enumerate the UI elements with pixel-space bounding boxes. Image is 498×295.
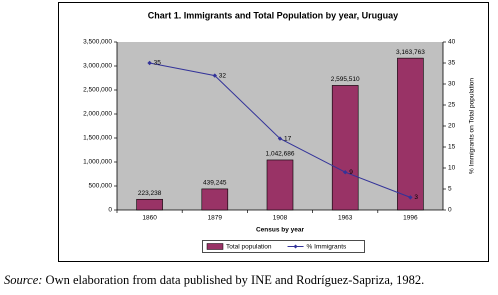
data-label: 9 xyxy=(349,169,353,176)
y-tick-label: 3,500,000 xyxy=(83,39,112,46)
y2-tick-label: 20 xyxy=(448,123,456,130)
y-tick-label: 500,000 xyxy=(89,183,113,190)
x-tick-label: 1879 xyxy=(208,215,223,222)
x-tick-label: 1963 xyxy=(338,215,353,222)
y2-tick-label: 40 xyxy=(448,39,456,46)
line-marker xyxy=(147,60,152,66)
x-tick-label: 1996 xyxy=(403,215,418,222)
line-marker xyxy=(408,195,413,200)
data-label: 3 xyxy=(414,194,418,201)
legend-label: % Immigrants xyxy=(307,244,347,251)
bar xyxy=(331,85,359,211)
x-tick-label: 1908 xyxy=(273,215,288,222)
legend-swatch xyxy=(293,244,298,249)
y-tick-label: 1,500,000 xyxy=(83,135,112,142)
bar xyxy=(397,57,424,211)
legend-label: Total population xyxy=(226,244,272,251)
data-label: 17 xyxy=(284,135,292,142)
y2-tick-label: 25 xyxy=(448,102,456,109)
y2-tick-label: 35 xyxy=(448,60,456,67)
y2-tick-label: 0 xyxy=(448,207,452,214)
y-tick-label: 1,000,000 xyxy=(83,159,112,166)
y2-tick-label: 15 xyxy=(448,144,456,151)
caption: Source: Own elaboration from data publis… xyxy=(4,273,424,288)
chart-title: Chart 1. Immigrants and Total Population… xyxy=(148,10,398,20)
y-tick-label: 3,000,000 xyxy=(83,63,112,70)
y-tick-label: 0 xyxy=(108,207,112,214)
data-label: 35 xyxy=(154,60,162,67)
line-marker xyxy=(343,170,348,175)
data-label: 3,163,763 xyxy=(396,49,425,56)
x-tick-label: 1860 xyxy=(142,215,157,222)
data-label: 223,238 xyxy=(138,190,162,197)
y2-tick-label: 10 xyxy=(448,165,456,172)
y2-tick-label: 5 xyxy=(448,186,452,193)
bar xyxy=(136,198,163,211)
y2-axis-label: % Immigrants on Total population xyxy=(469,78,476,174)
data-label: 32 xyxy=(219,72,227,79)
y2-tick-label: 30 xyxy=(448,81,456,88)
x-axis-label: Census by year xyxy=(256,227,305,234)
bar xyxy=(266,159,294,211)
caption-label: Source: xyxy=(4,273,43,287)
bar xyxy=(201,188,229,211)
caption-text: Own elaboration from data published by I… xyxy=(45,273,425,287)
legend xyxy=(202,240,365,253)
line-marker xyxy=(277,136,283,141)
legend-swatch xyxy=(206,243,224,250)
chart: Chart 1. Immigrants and Total Population… xyxy=(58,2,489,262)
data-label: 439,245 xyxy=(203,180,227,187)
line-marker xyxy=(212,73,217,78)
data-label: 2,595,510 xyxy=(331,76,360,83)
y-tick-label: 2,500,000 xyxy=(83,87,112,94)
data-label: 1,042,686 xyxy=(266,151,295,158)
y-tick-label: 2,000,000 xyxy=(83,111,112,118)
